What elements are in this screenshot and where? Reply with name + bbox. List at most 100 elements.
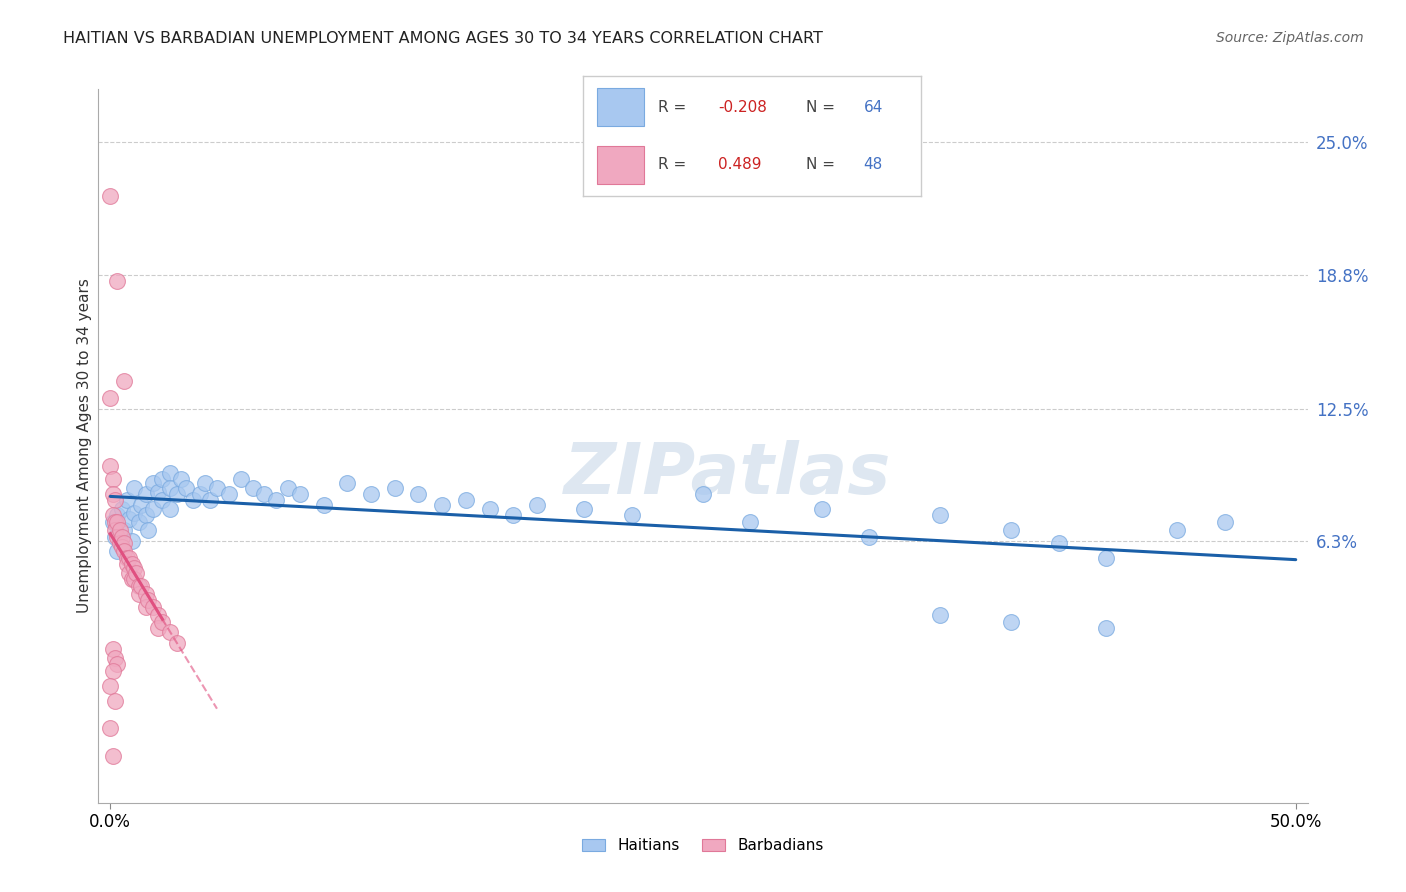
Point <box>104 693 127 707</box>
Point <box>152 493 174 508</box>
Point <box>1000 615 1022 629</box>
Text: 64: 64 <box>863 100 883 115</box>
Point <box>129 578 152 592</box>
Point <box>121 558 143 572</box>
Point <box>218 487 240 501</box>
Point <box>121 533 143 548</box>
Point <box>312 498 335 512</box>
Point <box>1095 621 1118 635</box>
Point <box>810 501 832 516</box>
Point <box>121 572 143 586</box>
Point <box>101 515 124 529</box>
Point <box>128 578 150 592</box>
Text: -0.208: -0.208 <box>718 100 768 115</box>
Point <box>170 472 193 486</box>
Point <box>114 374 136 388</box>
Point <box>98 391 121 405</box>
Point <box>454 493 477 508</box>
Point <box>205 481 228 495</box>
Point <box>135 599 157 614</box>
Point <box>105 515 128 529</box>
Point <box>105 274 128 288</box>
Point <box>408 487 430 501</box>
Y-axis label: Unemployment Among Ages 30 to 34 years: Unemployment Among Ages 30 to 34 years <box>77 278 91 614</box>
Point <box>264 493 287 508</box>
Point <box>159 481 181 495</box>
Point <box>478 501 501 516</box>
Point <box>122 561 145 575</box>
Point <box>136 593 159 607</box>
Point <box>1000 523 1022 537</box>
Point <box>101 472 124 486</box>
Point <box>98 459 121 474</box>
Point <box>135 508 157 523</box>
Point <box>135 587 157 601</box>
Point <box>115 493 138 508</box>
Text: R =: R = <box>658 100 690 115</box>
Point <box>98 679 121 693</box>
Point <box>105 529 128 543</box>
Point <box>502 508 524 523</box>
Point <box>125 566 148 580</box>
Point <box>1166 523 1188 537</box>
Point <box>360 487 382 501</box>
Point <box>336 476 359 491</box>
Point <box>105 544 128 558</box>
Point <box>122 506 145 520</box>
Point <box>142 476 165 491</box>
Point <box>104 651 127 665</box>
Point <box>128 587 150 601</box>
Point <box>128 515 150 529</box>
Point <box>1047 536 1070 550</box>
Point <box>146 484 169 499</box>
Text: N =: N = <box>806 100 839 115</box>
Point <box>432 498 454 512</box>
Point <box>229 472 252 486</box>
Text: ZIPatlas: ZIPatlas <box>564 440 891 509</box>
Legend: Haitians, Barbadians: Haitians, Barbadians <box>576 832 830 859</box>
Point <box>101 487 124 501</box>
Point <box>136 523 159 537</box>
Point <box>122 572 145 586</box>
Point <box>152 615 174 629</box>
Point <box>288 487 311 501</box>
Point <box>242 481 264 495</box>
Text: N =: N = <box>806 157 839 172</box>
Point <box>118 550 141 565</box>
Point <box>104 523 127 537</box>
Point <box>1095 550 1118 565</box>
Point <box>929 608 952 623</box>
Point <box>181 493 204 508</box>
Point <box>152 472 174 486</box>
Point <box>159 466 181 480</box>
Point <box>858 529 880 543</box>
Point <box>384 481 406 495</box>
Point <box>114 536 136 550</box>
Point <box>115 558 138 572</box>
Point <box>115 550 138 565</box>
Point <box>105 657 128 672</box>
Point <box>620 508 643 523</box>
Point <box>108 523 131 537</box>
Point <box>253 487 276 501</box>
Point <box>101 748 124 763</box>
Point <box>122 481 145 495</box>
Point <box>101 642 124 657</box>
Point <box>740 515 762 529</box>
Point <box>114 523 136 537</box>
Point <box>114 544 136 558</box>
Point <box>166 636 188 650</box>
Point <box>111 529 134 543</box>
Point <box>277 481 299 495</box>
Point <box>101 508 124 523</box>
Point <box>104 515 127 529</box>
Text: R =: R = <box>658 157 690 172</box>
Point <box>118 512 141 526</box>
Point <box>194 476 217 491</box>
Point <box>142 599 165 614</box>
Point <box>142 501 165 516</box>
Point <box>574 501 596 516</box>
Point <box>190 487 212 501</box>
Point <box>526 498 548 512</box>
Point <box>98 721 121 735</box>
